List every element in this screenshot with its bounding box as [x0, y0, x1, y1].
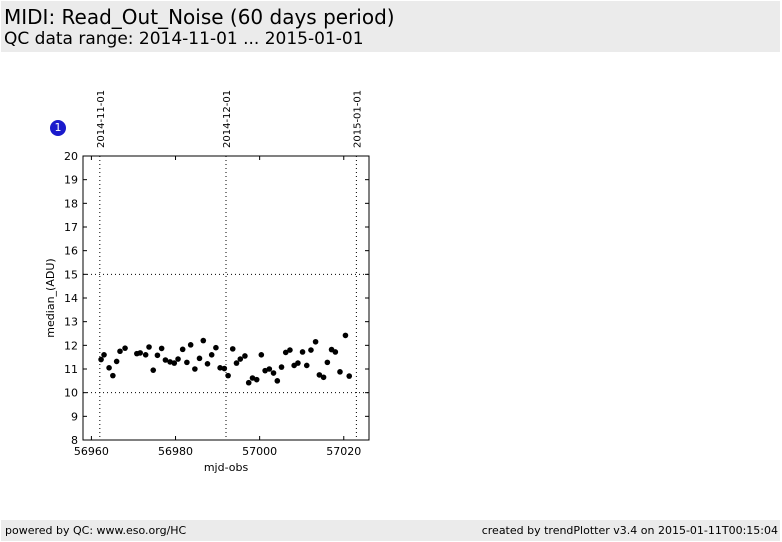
data-point [237, 356, 244, 362]
data-point [110, 372, 116, 379]
data-point [208, 352, 215, 358]
y-tick-label: 13 [64, 316, 78, 329]
data-point [312, 338, 319, 345]
data-point [187, 342, 194, 348]
footer-bar: powered by QC: www.eso.org/HC created by… [1, 520, 780, 541]
data-point [106, 365, 112, 371]
y-tick-label: 14 [64, 292, 78, 305]
data-point [154, 352, 161, 359]
y-tick-label: 19 [64, 174, 78, 187]
date-marker-label: 2014-12-01 [222, 90, 233, 148]
y-tick-label: 9 [71, 410, 78, 423]
data-point [137, 350, 143, 356]
x-tick-label: 56980 [158, 445, 193, 458]
data-point [217, 365, 223, 371]
data-point [122, 345, 128, 351]
data-point [324, 359, 331, 366]
header-bar: MIDI: Read_Out_Noise (60 days period) QC… [1, 1, 780, 52]
footer-powered-by: powered by QC: www.eso.org/HC [5, 524, 187, 537]
data-point [179, 346, 186, 353]
y-tick-label: 8 [71, 434, 78, 447]
data-point [299, 349, 306, 355]
y-tick-label: 16 [64, 245, 78, 258]
data-point [200, 337, 207, 344]
data-point [229, 346, 236, 352]
y-tick-label: 11 [64, 363, 78, 376]
data-point [253, 376, 260, 383]
data-point [158, 345, 165, 352]
data-point [278, 364, 285, 370]
data-point [258, 352, 265, 358]
data-point [262, 367, 268, 374]
y-tick-label: 17 [64, 221, 78, 234]
data-point [117, 348, 123, 355]
data-point [287, 347, 293, 353]
data-point [337, 369, 343, 375]
data-point [113, 358, 120, 365]
y-tick-label: 18 [64, 197, 78, 210]
y-tick-label: 10 [64, 387, 78, 400]
data-point [303, 362, 310, 369]
date-marker-label: 2014-11-01 [96, 90, 107, 148]
data-point [316, 372, 323, 378]
data-point [295, 360, 301, 366]
data-point [249, 375, 256, 381]
data-point [242, 353, 248, 359]
data-point [192, 366, 198, 372]
data-point [101, 352, 107, 358]
plot-frame [82, 155, 370, 441]
plot-number-badge[interactable]: 1 [50, 120, 66, 136]
y-tick-label: 20 [64, 150, 78, 163]
data-point [245, 379, 252, 386]
data-point [184, 359, 190, 366]
data-point [196, 355, 203, 362]
data-point [146, 344, 152, 350]
y-tick-label: 12 [64, 339, 78, 352]
data-point [266, 366, 273, 372]
data-point [213, 344, 219, 351]
data-point [308, 347, 314, 353]
data-point [342, 332, 349, 339]
date-marker-label: 2015-01-01 [352, 90, 363, 148]
x-tick-label: 56960 [74, 445, 109, 458]
data-point [167, 359, 173, 365]
data-point [225, 372, 231, 379]
data-point [221, 365, 228, 372]
data-point [162, 357, 169, 363]
data-point [320, 374, 327, 381]
footer-created-by: created by trendPlotter v3.4 on 2015-01-… [481, 524, 778, 537]
data-point [142, 352, 149, 358]
page-subtitle: QC data range: 2014-11-01 ... 2015-01-01 [4, 29, 364, 49]
data-point [98, 356, 104, 363]
data-point [282, 349, 289, 356]
x-tick-label: 57000 [242, 445, 277, 458]
x-tick-label: 57020 [326, 445, 361, 458]
y-axis-label: median_(ADU) [44, 258, 57, 337]
data-point [175, 356, 181, 362]
data-point [346, 373, 353, 379]
page-title: MIDI: Read_Out_Noise (60 days period) [4, 5, 395, 29]
data-point [204, 360, 211, 367]
data-point [270, 370, 277, 376]
y-tick-label: 15 [64, 268, 78, 281]
x-axis-label: mjd-obs [204, 461, 249, 474]
data-point [332, 349, 339, 355]
data-point [233, 360, 240, 366]
data-point [274, 378, 281, 384]
data-point [150, 367, 157, 373]
data-point [171, 360, 178, 366]
